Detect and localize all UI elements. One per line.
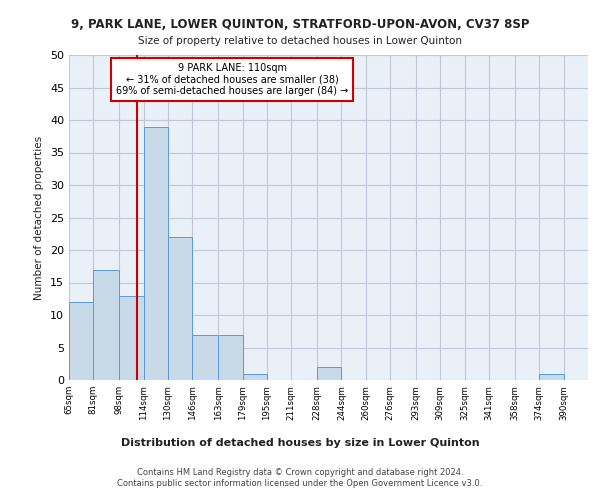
Bar — [94, 270, 119, 380]
Text: 9, PARK LANE, LOWER QUINTON, STRATFORD-UPON-AVON, CV37 8SP: 9, PARK LANE, LOWER QUINTON, STRATFORD-U… — [71, 18, 529, 30]
Text: 9 PARK LANE: 110sqm
← 31% of detached houses are smaller (38)
69% of semi-detach: 9 PARK LANE: 110sqm ← 31% of detached ho… — [116, 63, 349, 96]
Bar — [539, 374, 563, 380]
Text: Contains HM Land Registry data © Crown copyright and database right 2024.
Contai: Contains HM Land Registry data © Crown c… — [118, 468, 482, 487]
Bar — [242, 374, 267, 380]
Bar — [317, 367, 341, 380]
Bar — [119, 296, 143, 380]
Text: Distribution of detached houses by size in Lower Quinton: Distribution of detached houses by size … — [121, 438, 479, 448]
Bar — [143, 126, 168, 380]
Bar — [218, 334, 242, 380]
Text: Size of property relative to detached houses in Lower Quinton: Size of property relative to detached ho… — [138, 36, 462, 46]
Bar — [192, 334, 218, 380]
Bar — [168, 237, 192, 380]
Y-axis label: Number of detached properties: Number of detached properties — [34, 136, 44, 300]
Bar — [69, 302, 94, 380]
